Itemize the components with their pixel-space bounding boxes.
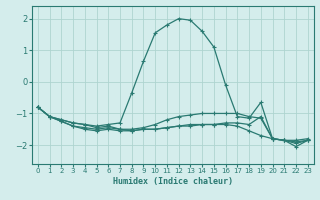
X-axis label: Humidex (Indice chaleur): Humidex (Indice chaleur) — [113, 177, 233, 186]
